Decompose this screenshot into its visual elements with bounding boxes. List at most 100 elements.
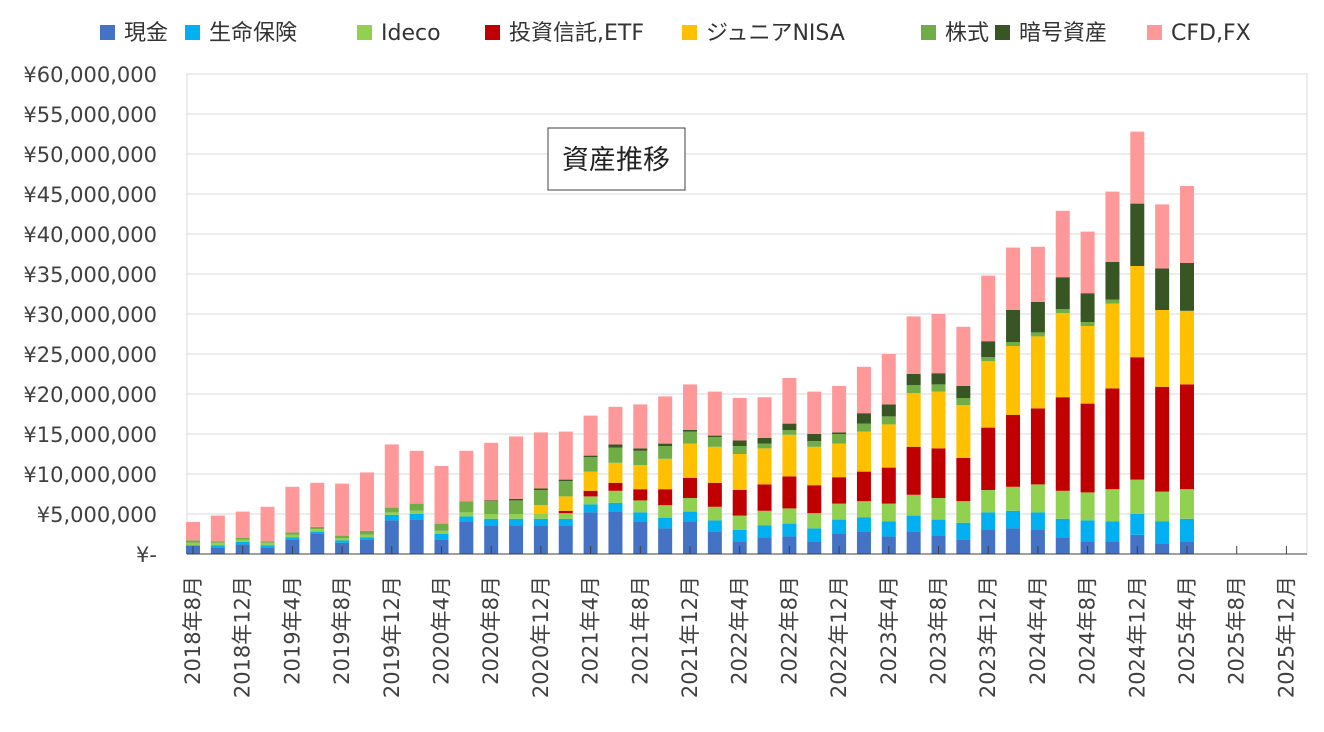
bar-segment xyxy=(583,490,598,497)
bar-segment xyxy=(1030,336,1045,409)
bar-segment xyxy=(1180,262,1194,311)
bar-segment xyxy=(658,443,673,446)
bar-segment xyxy=(906,531,921,554)
x-tick-label: 2019年8月 xyxy=(330,576,354,685)
y-tick-label: ¥- xyxy=(136,543,157,567)
x-tick-label: 2019年12月 xyxy=(380,576,404,698)
bar-segment xyxy=(558,496,573,511)
bar-segment xyxy=(459,512,474,517)
bar-segment xyxy=(558,510,573,514)
bar-segment xyxy=(856,517,871,532)
bar-segment xyxy=(384,444,399,508)
bar-segment xyxy=(1130,479,1145,514)
bar-segment xyxy=(658,505,673,518)
bar-segment xyxy=(533,488,548,490)
bar-segment xyxy=(1105,489,1120,522)
bar-segment xyxy=(1006,528,1021,554)
x-tick-label: 2022年8月 xyxy=(777,576,801,685)
bar-segment xyxy=(732,398,747,441)
bar-segment xyxy=(732,515,747,530)
bar-segment xyxy=(409,519,424,554)
bar-segment xyxy=(1030,530,1045,554)
bar-segment xyxy=(856,471,871,502)
bar-segment xyxy=(1080,322,1095,326)
x-tick-label: 2024年12月 xyxy=(1125,576,1149,698)
bar-segment xyxy=(906,385,921,394)
bar-segment xyxy=(533,513,548,519)
bar-segment xyxy=(359,530,374,535)
bar-segment xyxy=(633,465,648,490)
bar-segment xyxy=(1180,518,1194,542)
legend-label: Ideco xyxy=(381,21,441,46)
y-tick-label: ¥55,000,000 xyxy=(23,103,157,127)
bar-segment xyxy=(807,513,822,529)
bar-segment xyxy=(807,542,822,554)
x-tick-label: 2022年12月 xyxy=(827,576,851,698)
bar-segment xyxy=(1030,484,1045,513)
bar-segment xyxy=(981,341,996,358)
bar-segment xyxy=(409,503,424,511)
bar-segment xyxy=(1155,204,1170,269)
bar-segment xyxy=(931,373,946,385)
bar-segment xyxy=(459,522,474,554)
bar-segment xyxy=(683,443,697,478)
bar-segment xyxy=(210,545,225,548)
x-tick-label: 2020年4月 xyxy=(430,576,454,685)
bar-segment xyxy=(931,498,946,520)
bar-segment xyxy=(881,536,896,554)
bar-segment xyxy=(1030,302,1045,333)
bar-segment xyxy=(558,431,573,480)
bar-segment xyxy=(583,512,598,554)
bar-segment xyxy=(931,384,946,392)
legend-label: 暗号資産 xyxy=(1019,21,1107,46)
bar-segment xyxy=(335,535,350,538)
x-tick-label: 2021年4月 xyxy=(579,576,603,685)
bar-segment xyxy=(707,391,722,436)
bar-segment xyxy=(235,538,250,540)
bar-segment xyxy=(1006,310,1021,342)
bar-segment xyxy=(260,545,275,548)
bar-segment xyxy=(583,415,598,456)
bar-segment xyxy=(881,354,896,405)
bar-segment xyxy=(782,536,797,554)
bar-segment xyxy=(782,423,797,430)
bar-segment xyxy=(1180,384,1194,490)
y-tick-label: ¥60,000,000 xyxy=(23,63,157,87)
y-tick-label: ¥20,000,000 xyxy=(23,383,157,407)
bar-segment xyxy=(1180,186,1194,263)
axes: ¥- ¥5,000,000 ¥10,000,000 ¥15,000,000 ¥20,00… xyxy=(23,63,1307,698)
y-tick-label: ¥15,000,000 xyxy=(23,423,157,447)
bar-segment xyxy=(260,541,275,543)
bar-segment xyxy=(981,530,996,554)
bar-segment xyxy=(881,416,896,425)
bar-segment xyxy=(832,443,847,478)
bar-segment xyxy=(384,507,399,513)
bar-segment xyxy=(533,518,548,526)
bar-segment xyxy=(235,539,250,542)
bar-segment xyxy=(981,361,996,428)
bar-segment xyxy=(1080,231,1095,294)
bar-segment xyxy=(707,531,722,554)
bar-segment xyxy=(186,522,200,541)
bar-segment xyxy=(509,498,524,501)
bar-segment xyxy=(409,450,424,504)
legend-swatch xyxy=(485,25,500,40)
bar-segment xyxy=(683,522,697,554)
bar-segment xyxy=(484,501,499,514)
bar-segment xyxy=(509,500,524,514)
bar-segment xyxy=(732,454,747,490)
bar-segment xyxy=(608,462,623,483)
x-tick-label: 2018年12月 xyxy=(231,576,255,698)
bar-segment xyxy=(608,444,623,448)
legend: 現金 生命保険 Ideco 投資信託,ETF ジュニアNISA 株式 暗号資産 CFD,FX xyxy=(100,21,1251,46)
bar-segment xyxy=(608,447,623,463)
bar-segment xyxy=(683,478,697,498)
legend-swatch xyxy=(921,25,936,40)
x-tick-label: 2021年12月 xyxy=(678,576,702,698)
bar-segment xyxy=(807,441,822,447)
bar-segment xyxy=(931,519,946,536)
bar-segment xyxy=(707,446,722,483)
bar-segment xyxy=(1130,203,1145,266)
bar-segment xyxy=(757,525,772,538)
bar-segment xyxy=(732,490,747,516)
